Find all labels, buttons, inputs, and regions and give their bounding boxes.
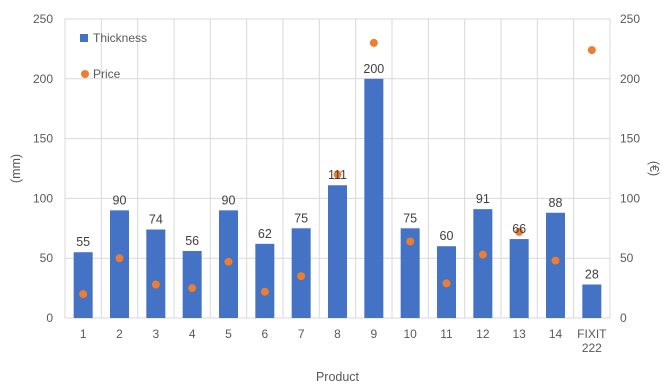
legend: Thickness Price [80, 31, 147, 81]
bar [73, 252, 93, 318]
data-label: 28 [585, 268, 599, 282]
bar [509, 239, 529, 318]
scatter-point [297, 272, 306, 281]
x-tick-label: 5 [225, 327, 232, 341]
data-label: 75 [294, 211, 308, 225]
bar [328, 185, 347, 318]
data-label: 55 [76, 235, 90, 249]
data-label: 75 [403, 211, 417, 225]
y-tick-label-left: 150 [33, 132, 53, 146]
data-label: 56 [185, 234, 199, 248]
bar [546, 212, 565, 318]
x-tick-label: 10 [403, 327, 417, 341]
data-label: 74 [149, 212, 163, 226]
data-labels: 55 90 74 56 90 62 75 111 200 75 60 91 66 88 28 [76, 62, 599, 282]
scatter-point [260, 287, 269, 296]
bar [473, 209, 493, 318]
y-tick-label-right: 250 [620, 12, 640, 26]
scatter-point [151, 280, 160, 289]
scatter-point [551, 256, 560, 265]
bar [146, 229, 166, 318]
legend-swatch-price [81, 70, 89, 78]
scatter-series-price [79, 38, 596, 299]
scatter-point [369, 38, 378, 47]
data-label: 66 [512, 222, 526, 236]
data-label: 60 [440, 229, 454, 243]
bar [582, 284, 602, 318]
y-tick-label-right: 50 [620, 251, 634, 265]
y-tick-label-left: 0 [46, 311, 53, 325]
data-label: 90 [113, 193, 127, 207]
y-tick-label-left: 50 [40, 251, 54, 265]
data-label: 90 [222, 193, 236, 207]
data-label: 111 [328, 168, 347, 182]
x-tick-label: 4 [189, 327, 196, 341]
scatter-point [115, 254, 124, 263]
x-tick-label: 13 [512, 327, 526, 341]
y-axis-title-right: (€) [647, 161, 661, 176]
scatter-point [406, 237, 415, 246]
x-tick-label: 6 [261, 327, 268, 341]
bar [400, 228, 420, 318]
scatter-point [478, 250, 487, 259]
legend-label-thickness: Thickness [93, 31, 147, 45]
y-tick-label-right: 150 [620, 132, 640, 146]
scatter-point [442, 279, 451, 288]
x-tick-label: 8 [334, 327, 341, 341]
scatter-point [79, 290, 88, 299]
scatter-point [188, 284, 197, 293]
bar [255, 243, 275, 318]
x-tick-label: 9 [370, 327, 377, 341]
scatter-point [224, 257, 233, 266]
data-label: 91 [476, 192, 490, 206]
x-tick-label: 14 [549, 327, 563, 341]
y-axis-title-left: (mm) [9, 154, 23, 183]
x-tick-label: 12 [476, 327, 490, 341]
scatter-point [587, 46, 596, 55]
data-label: 200 [363, 62, 384, 76]
y-tick-label-left: 200 [33, 72, 53, 86]
bar [110, 210, 129, 318]
x-tick-label: 7 [298, 327, 305, 341]
x-tick-label: 3 [152, 327, 159, 341]
legend-swatch-thickness [80, 34, 88, 42]
y-tick-label-left: 250 [33, 12, 53, 26]
y-tick-label-right: 100 [620, 191, 640, 205]
legend-label-price: Price [93, 67, 121, 81]
x-tick-label: FIXIT 222 [577, 327, 607, 355]
data-label: 62 [258, 227, 272, 241]
scatter-point [515, 227, 524, 236]
bar [364, 78, 384, 318]
x-tick-label: 11 [440, 327, 453, 341]
scatter-point [333, 170, 342, 179]
y-tick-label-right: 200 [620, 72, 640, 86]
x-tick-label: 2 [116, 327, 123, 341]
data-label: 88 [549, 196, 563, 210]
y-tick-label-left: 100 [33, 191, 53, 205]
gridlines [64, 18, 611, 319]
y-tick-label-right: 0 [620, 311, 627, 325]
x-tick-label: 1 [80, 327, 87, 341]
x-axis-title: Product [316, 370, 360, 384]
